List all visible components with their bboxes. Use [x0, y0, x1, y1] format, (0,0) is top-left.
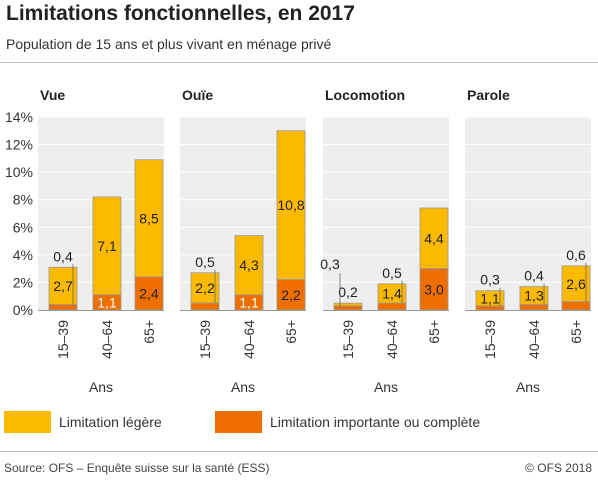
y-tick-label: 6% [13, 219, 33, 235]
x-tick-label: 65+ [426, 320, 442, 344]
source-note: Source: OFS – Enquête suisse sur la sant… [4, 461, 270, 475]
chart-title: Limitations fonctionnelles, en 2017 [6, 2, 355, 25]
panel-title: Parole [467, 87, 510, 103]
data-label-legere: 4,3 [239, 257, 259, 273]
x-axis-title: Ans [89, 379, 113, 395]
y-tick-label: 10% [5, 164, 33, 180]
x-tick-label: 65+ [141, 320, 157, 344]
data-label-legere: 2,7 [53, 278, 73, 294]
x-tick-label: 65+ [283, 320, 299, 344]
data-label-importante: 1,1 [239, 294, 259, 310]
footer-divider [0, 451, 598, 452]
x-tick-label: 15–39 [197, 320, 213, 359]
panel-title: Locomotion [325, 87, 405, 103]
legend-label-importante: Limitation importante ou complète [270, 414, 481, 430]
bar-segment-importante [333, 305, 363, 311]
bar-segment-importante [276, 279, 306, 311]
data-label-importante: 1,1 [97, 294, 117, 310]
x-tick-label: 15–39 [340, 320, 356, 359]
bar-segment-legere [190, 272, 220, 304]
legend-label-legere: Limitation légère [59, 414, 162, 430]
data-label-legere: 0,2 [338, 284, 358, 300]
data-label-legere: 1,4 [382, 285, 402, 301]
bar-segment-importante [475, 305, 505, 311]
chart-subtitle: Population de 15 ans et plus vivant en m… [6, 36, 332, 52]
bar-segment-importante [134, 276, 164, 311]
bar-segment-legere [419, 207, 449, 270]
x-axis-title: Ans [231, 379, 255, 395]
header-divider [0, 62, 598, 63]
data-label-legere: 1,1 [480, 290, 500, 306]
x-tick-label: 40–64 [99, 320, 115, 359]
panel-title: Ouïe [182, 87, 213, 103]
bar-segment-legere [333, 302, 363, 307]
data-label-importante: 2,2 [281, 287, 301, 303]
bar-segment-importante [48, 304, 78, 311]
bar-segment-legere [561, 265, 591, 303]
data-label-importante: 0,6 [566, 247, 586, 263]
bar-segment-legere [234, 235, 264, 296]
legend-item-legere: Limitation légère [4, 411, 162, 433]
bar-segment-legere [276, 130, 306, 281]
y-tick-label: 0% [13, 302, 33, 318]
y-tick-label: 14% [5, 109, 33, 125]
x-tick-label: 40–64 [384, 320, 400, 359]
data-label-legere: 7,1 [97, 238, 117, 254]
legend-swatch-importante [215, 411, 262, 433]
data-label-importante: 0,5 [382, 265, 402, 281]
data-label-importante: 0,4 [524, 268, 544, 284]
data-label-legere: 10,8 [277, 197, 304, 213]
y-tick-label: 8% [13, 192, 33, 208]
data-label-legere: 2,6 [566, 276, 586, 292]
bar-segment-importante [519, 304, 549, 311]
bar-segment-legere [134, 159, 164, 278]
data-label-importante: 3,0 [424, 281, 444, 297]
bar-segment-importante [92, 294, 122, 311]
bar-segment-legere [92, 196, 122, 296]
bar-segment-importante [190, 302, 220, 311]
bar-segment-importante [561, 301, 591, 311]
x-axis-title: Ans [374, 379, 398, 395]
x-tick-label: 15–39 [55, 320, 71, 359]
bar-segment-importante [377, 302, 407, 311]
y-tick-label: 2% [13, 274, 33, 290]
data-label-legere: 1,3 [524, 288, 544, 304]
bar-segment-importante [419, 268, 449, 311]
y-tick-label: 4% [13, 247, 33, 263]
x-tick-label: 40–64 [526, 320, 542, 359]
bar-segment-legere [48, 266, 78, 305]
x-tick-label: 15–39 [482, 320, 498, 359]
data-label-importante: 0,4 [53, 248, 73, 264]
legend-swatch-legere [4, 411, 51, 433]
x-axis-title: Ans [516, 379, 540, 395]
legend-item-importante: Limitation importante ou complète [215, 411, 480, 433]
panel-title: Vue [40, 87, 65, 103]
bar-segment-importante [234, 294, 264, 311]
data-label-legere: 4,4 [424, 230, 444, 246]
data-label-importante: 2,4 [139, 285, 159, 301]
x-tick-label: 40–64 [241, 320, 257, 359]
x-tick-label: 65+ [568, 320, 584, 344]
chart-area: 0% 2% 4% 6% 8% 10% 12% 14% Vue 2,7 0,4 15–39 7,1 1,1 4… [5, 87, 591, 395]
y-tick-label: 12% [5, 137, 33, 153]
data-label-legere: 8,5 [139, 210, 159, 226]
data-label-importante: 0,3 [480, 272, 500, 288]
data-label-importante: 0,3 [320, 256, 340, 272]
data-label-importante: 0,5 [195, 254, 215, 270]
copyright-note: © OFS 2018 [525, 461, 592, 475]
data-label-legere: 2,2 [195, 280, 215, 296]
